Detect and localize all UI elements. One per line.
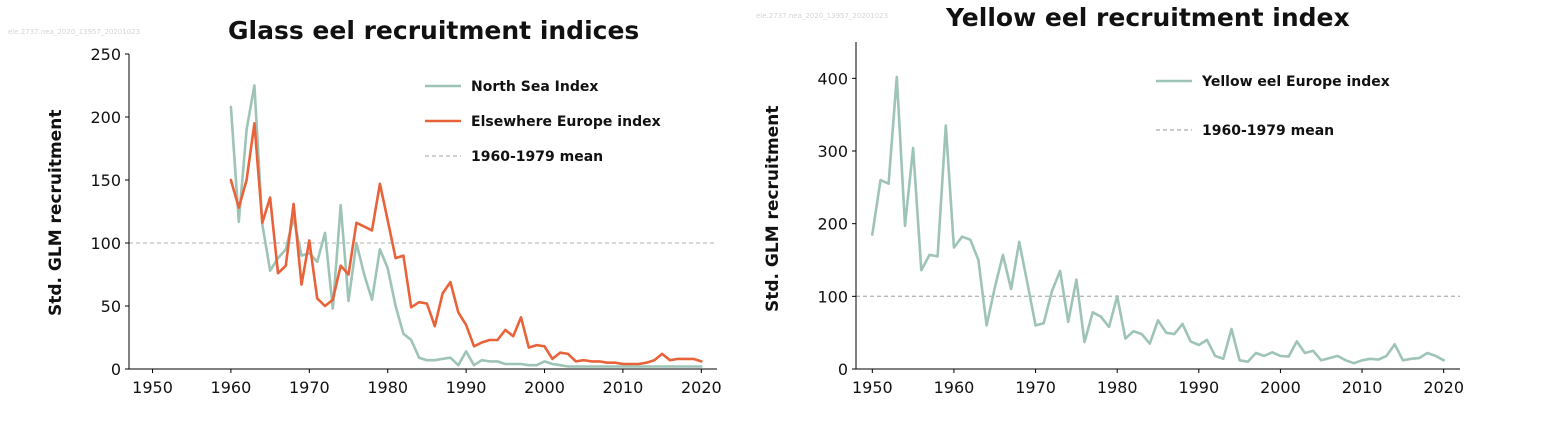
x-tick-label: 1950 — [852, 378, 893, 397]
y-tick-label: 100 — [90, 234, 121, 253]
series-line-2 — [229, 122, 703, 366]
y-tick-label: 50 — [101, 297, 121, 316]
legend-label: North Sea Index — [471, 79, 598, 95]
x-tick-label: 2020 — [681, 378, 722, 397]
y-tick-label: 0 — [838, 360, 848, 379]
y-tick-label: 200 — [817, 215, 848, 234]
y-tick-label: 200 — [90, 108, 121, 127]
watermark: ele.2737.nea_2020_13957_20201023 — [8, 28, 141, 36]
x-tick-label: 1960 — [934, 378, 975, 397]
x-tick-label: 1980 — [1097, 378, 1138, 397]
chart-plot-glass-eel: 1950 1960 1970 1980 1990 2000 2010 2020 0 50 100 15… — [90, 45, 722, 397]
y-tick-label: 150 — [90, 171, 121, 190]
y-tick-label: 400 — [817, 69, 848, 88]
legend-label: 1960-1979 mean — [471, 149, 603, 165]
chart-plot-yellow-eel: 1950 1960 1970 1980 1990 2000 2010 2020 0 100 200 3… — [817, 42, 1464, 397]
x-tick-label: 1970 — [1015, 378, 1056, 397]
x-tick-label: 1950 — [132, 378, 173, 397]
x-tick-label: 2000 — [1260, 378, 1301, 397]
x-tick-label: 1990 — [1178, 378, 1219, 397]
chart-title: Glass eel recruitment indices — [228, 16, 640, 45]
y-tick-label: 100 — [817, 287, 848, 306]
y-tick-label: 300 — [817, 142, 848, 161]
y-tick-label: 250 — [90, 45, 121, 64]
x-tick-label: 2000 — [524, 378, 565, 397]
x-tick-label: 1970 — [289, 378, 330, 397]
x-tick-label: 1960 — [211, 378, 252, 397]
chart-panel-glass-eel: ele.2737.nea_2020_13957_20201023 Glass e… — [0, 0, 760, 427]
legend-label: 1960-1979 mean — [1202, 123, 1334, 139]
y-tick-label: 0 — [111, 360, 121, 379]
x-tick-label: 1990 — [446, 378, 487, 397]
series-line-1 — [871, 75, 1446, 365]
legend-label: Elsewhere Europe index — [471, 114, 661, 130]
legend-label: Yellow eel Europe index — [1201, 74, 1390, 90]
chart-panel-yellow-eel: ele.2737.nea_2020_13957_20201023 Yellow … — [756, 0, 1550, 427]
x-tick-label: 2010 — [603, 378, 644, 397]
chart-title: Yellow eel recruitment index — [946, 3, 1350, 32]
x-tick-label: 2010 — [1342, 378, 1383, 397]
x-tick-label: 2020 — [1423, 378, 1464, 397]
watermark: ele.2737.nea_2020_13957_20201023 — [756, 12, 889, 20]
series-line-1 — [229, 84, 703, 368]
x-tick-label: 1980 — [367, 378, 408, 397]
